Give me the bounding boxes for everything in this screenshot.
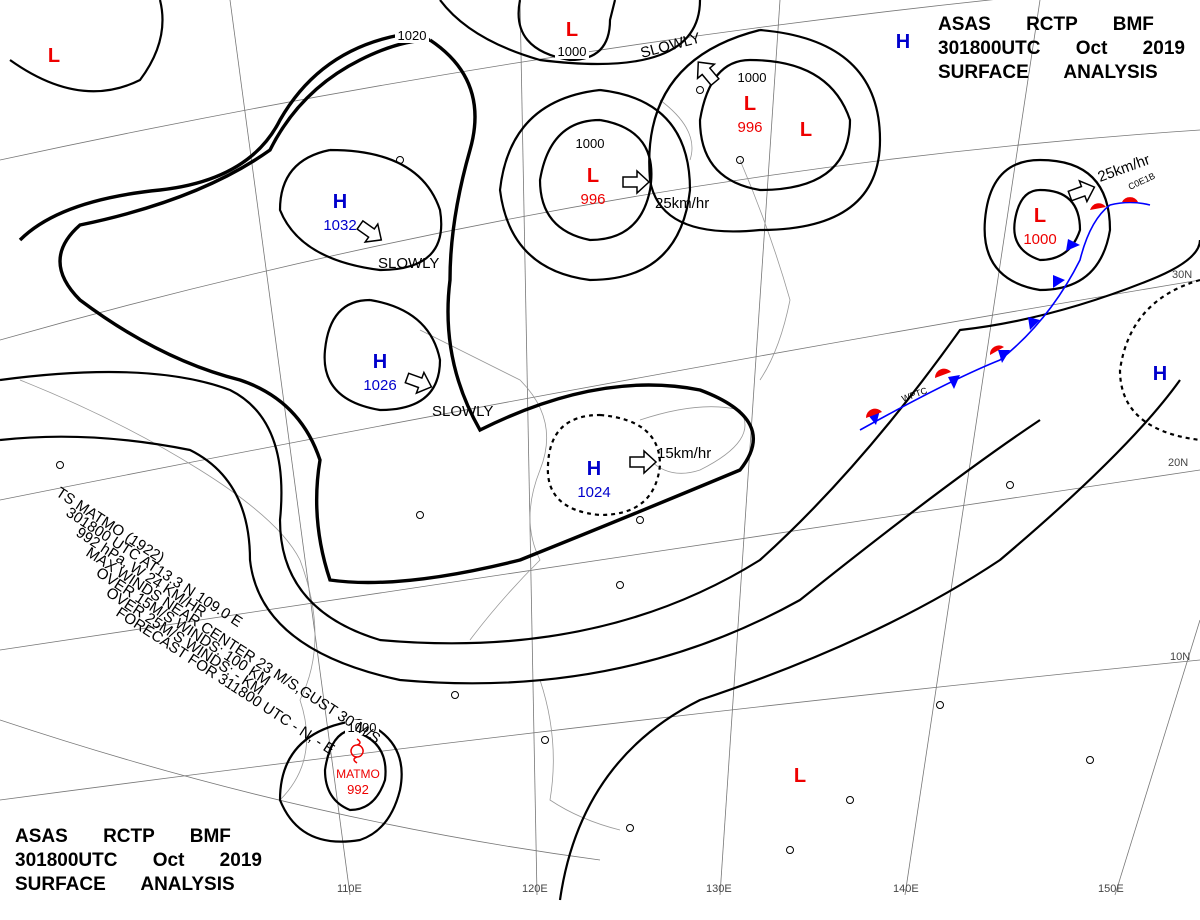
system-symbol: L <box>744 93 756 115</box>
motion-label: 15km/hr <box>657 445 711 462</box>
station-marker <box>541 736 549 744</box>
system-symbol: H <box>587 458 601 480</box>
system-pressure: 1000 <box>1023 231 1056 248</box>
storm-pressure: 992 <box>347 782 369 797</box>
motion-label: 25km/hr <box>655 195 709 212</box>
motion-arrow <box>622 169 651 195</box>
front <box>859 197 1151 431</box>
footer-line: 301800UTC Oct 2019 <box>15 850 262 871</box>
system-symbol: H <box>373 351 387 373</box>
isobar-label: 1000 <box>576 136 605 151</box>
system-pressure: 1026 <box>363 377 396 394</box>
coastline <box>19 99 791 831</box>
system-symbol: L <box>48 45 60 67</box>
station-marker <box>396 156 404 164</box>
header-line: 301800UTC Oct 2019 <box>938 38 1185 59</box>
station-marker <box>786 846 794 854</box>
station-marker <box>736 156 744 164</box>
station-marker <box>846 796 854 804</box>
system-symbol: L <box>794 765 806 787</box>
system-symbol: L <box>800 119 812 141</box>
station-marker <box>616 581 624 589</box>
lon-label: 130E <box>706 883 732 895</box>
motion-arrow <box>1067 179 1096 204</box>
graticule <box>0 0 1200 896</box>
station-marker <box>451 691 459 699</box>
system-pressure: 996 <box>580 191 605 208</box>
system-symbol: L <box>566 19 578 41</box>
footer-line: ASAS RCTP BMF <box>15 826 231 847</box>
header-line: SURFACE ANALYSIS <box>938 62 1158 83</box>
lon-label: 110E <box>337 883 362 895</box>
station-marker <box>696 86 704 94</box>
system-pressure: 1032 <box>323 217 356 234</box>
lon-label: 150E <box>1098 883 1124 895</box>
isobar-label-bg <box>555 44 589 59</box>
storm-name: MATMO <box>336 767 380 781</box>
system-pressure: 996 <box>737 119 762 136</box>
motion-arrow <box>404 370 433 395</box>
isobar-label-bg <box>395 28 429 43</box>
station-marker <box>1086 756 1094 764</box>
lat-label: 10N <box>1170 651 1190 663</box>
lon-label: 140E <box>893 883 919 895</box>
system-symbol: L <box>1034 205 1046 227</box>
motion-label: SLOWLY <box>378 255 439 272</box>
isobar-label-bg <box>573 136 607 151</box>
station-marker <box>626 824 634 832</box>
system-symbol: H <box>896 31 910 53</box>
station-marker <box>56 461 64 469</box>
isobar-label: 1000 <box>738 70 767 85</box>
motion-label: SLOWLY <box>432 403 493 420</box>
lat-label: 20N <box>1168 457 1188 469</box>
lat-label: 30N <box>1172 269 1192 281</box>
motion-arrow <box>696 61 720 87</box>
isobar-label: 1020 <box>398 28 427 43</box>
system-pressure: 1024 <box>577 484 610 501</box>
isobar-label-bg <box>345 720 379 735</box>
lon-label: 120E <box>522 883 548 895</box>
header-line: ASAS RCTP BMF <box>938 14 1154 35</box>
system-symbol: H <box>1153 363 1167 385</box>
motion-arrow <box>356 219 383 244</box>
isobar-label: 1000 <box>348 720 377 735</box>
station-marker <box>636 516 644 524</box>
system-symbol: H <box>333 191 347 213</box>
station-marker <box>416 511 424 519</box>
isobar-label: 1000 <box>558 44 587 59</box>
motion-arrow <box>629 449 658 475</box>
isobar-label-bg <box>735 70 769 85</box>
station-marker <box>936 701 944 709</box>
system-symbol: L <box>587 165 599 187</box>
storm-icon <box>350 738 364 764</box>
footer-line: SURFACE ANALYSIS <box>15 874 235 895</box>
station-marker <box>1006 481 1014 489</box>
